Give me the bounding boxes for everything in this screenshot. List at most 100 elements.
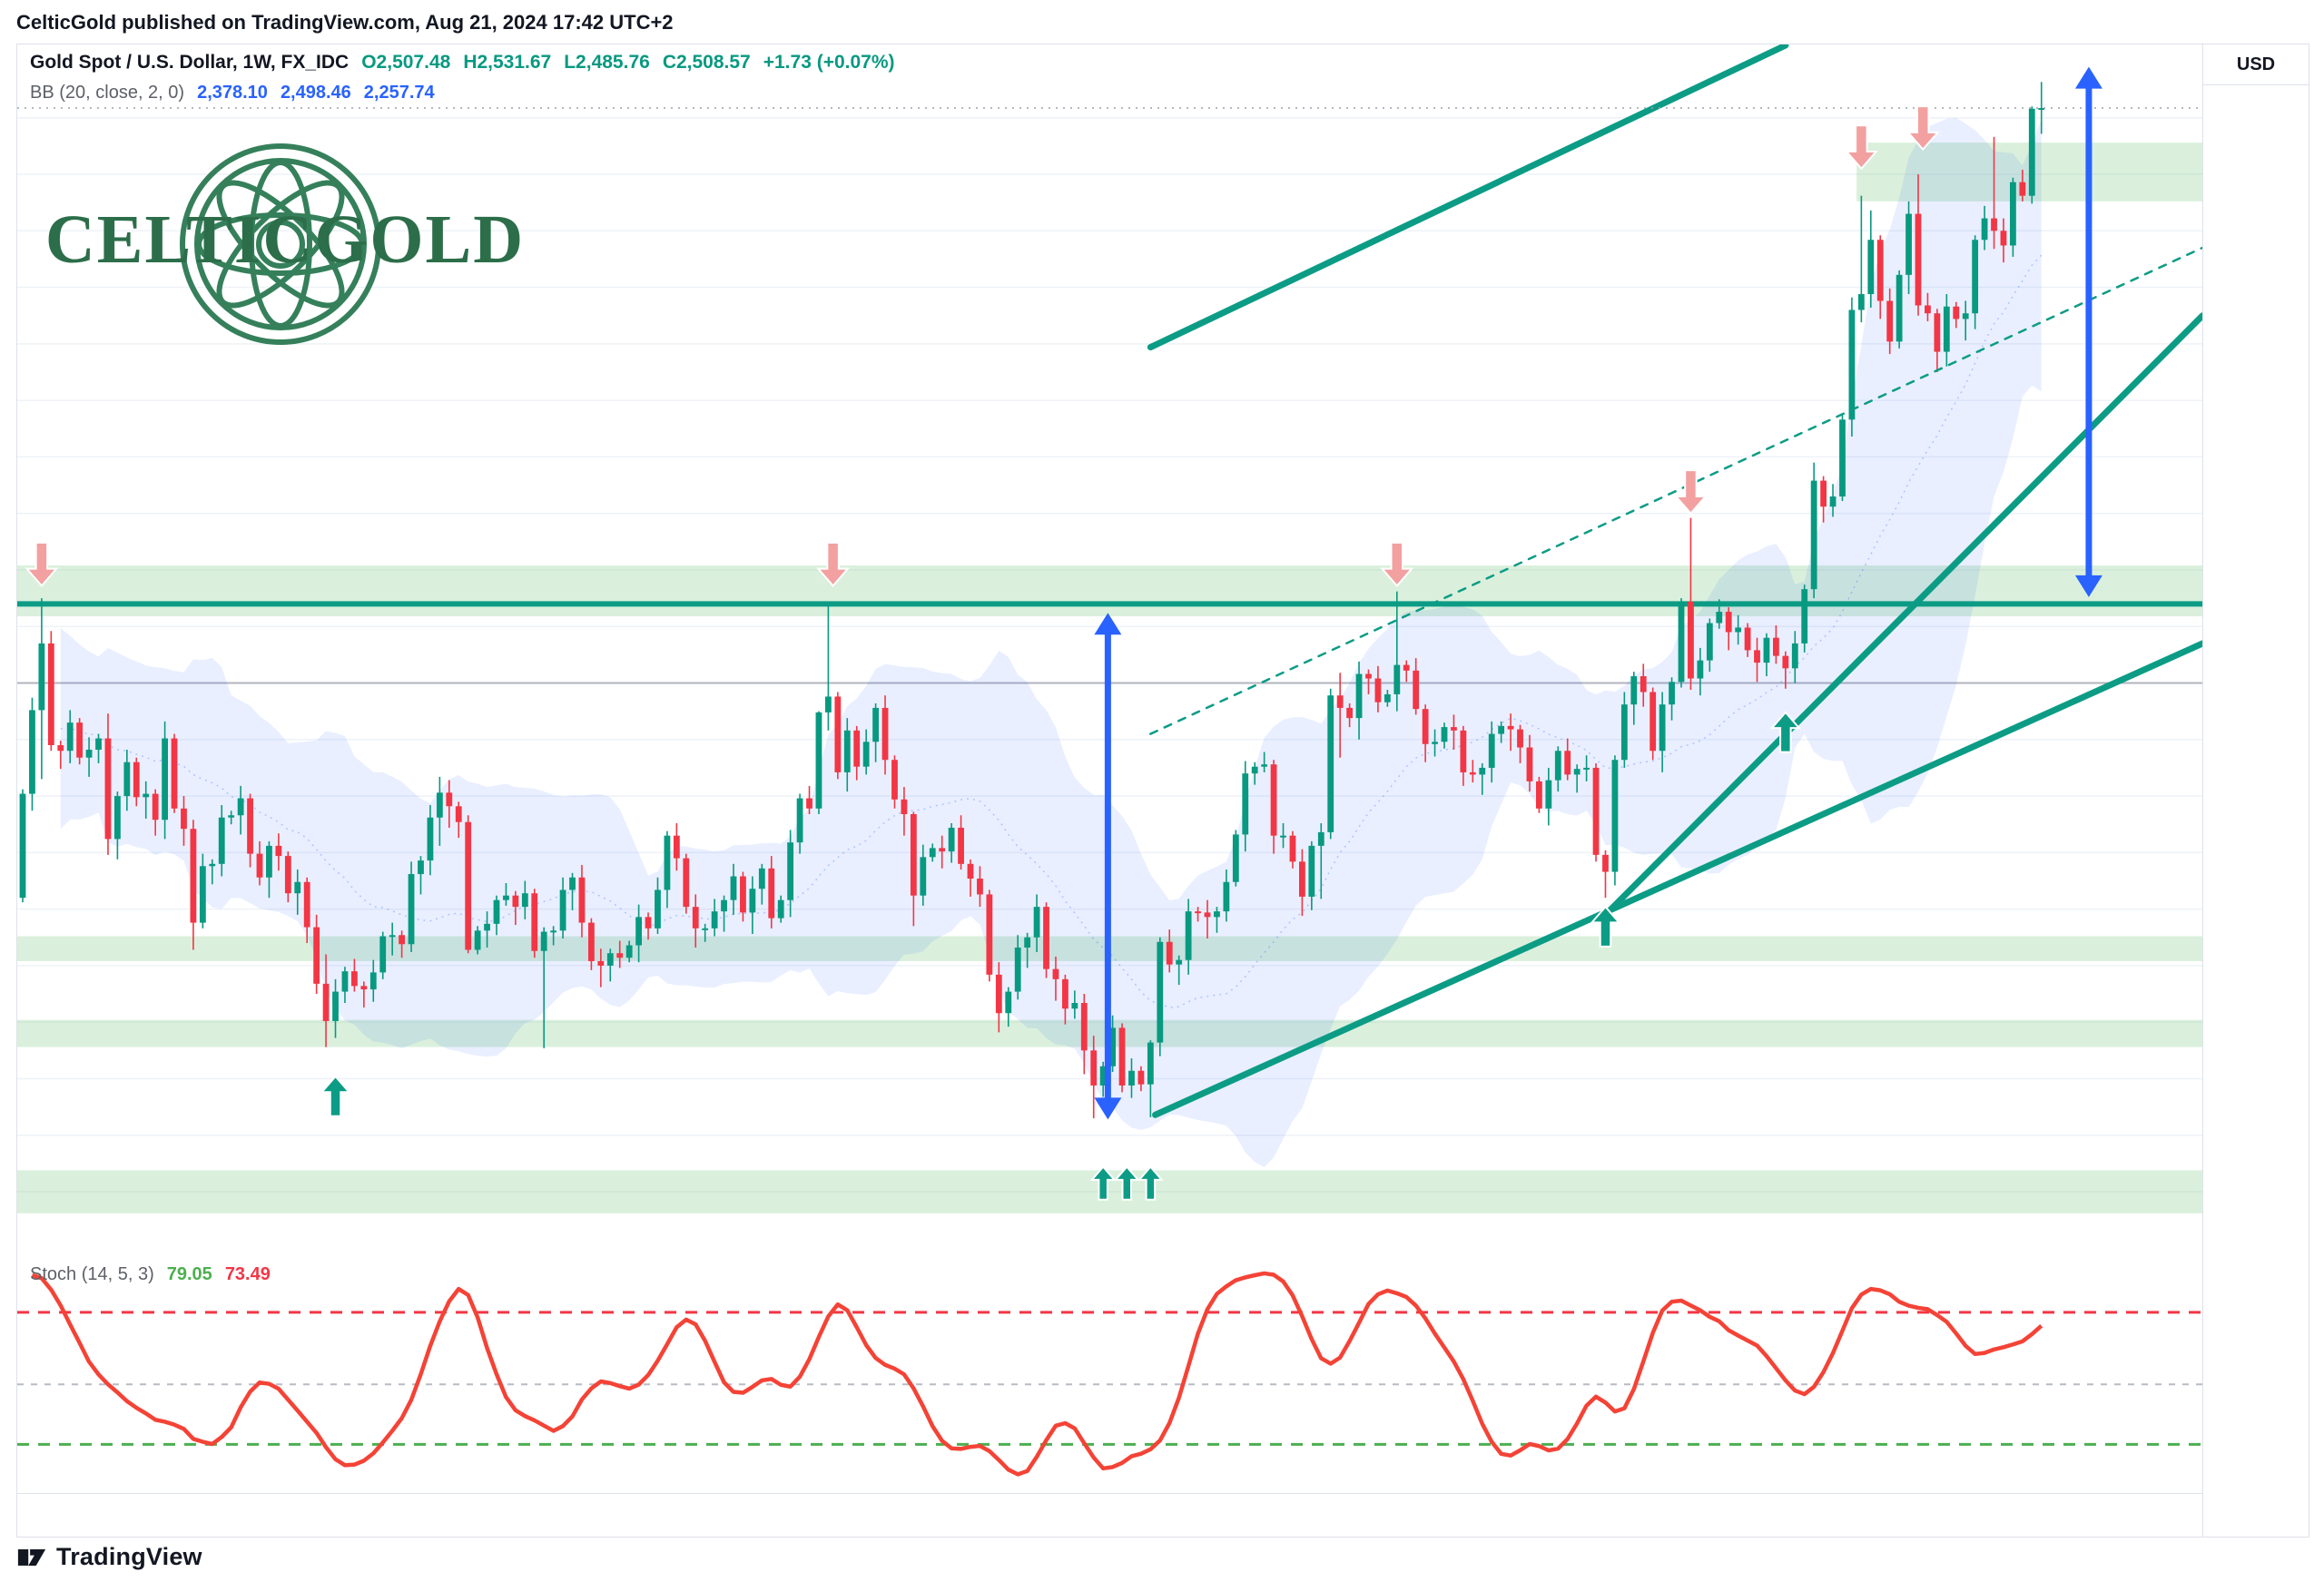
candle-body xyxy=(1128,1070,1135,1086)
candle-body xyxy=(834,696,842,772)
candle-body xyxy=(1640,676,1647,693)
candle-body xyxy=(1810,480,1817,590)
arrowhead-down-icon xyxy=(2074,575,2102,597)
candle-body xyxy=(881,707,889,761)
candle-body xyxy=(275,845,282,857)
trendline[interactable] xyxy=(1147,44,1789,351)
sell-arrow-icon xyxy=(1674,469,1708,516)
candle-body xyxy=(143,793,150,798)
candle-body xyxy=(228,815,235,818)
candle-body xyxy=(1545,780,1552,809)
candle-body xyxy=(768,868,775,919)
candle-body xyxy=(266,845,272,878)
candle-body xyxy=(209,863,216,867)
candle-body xyxy=(1317,831,1324,846)
candle-body xyxy=(104,738,112,840)
time-axis[interactable] xyxy=(17,1493,2202,1537)
candle-body xyxy=(1336,695,1344,708)
candle-body xyxy=(1564,751,1571,775)
candle-body xyxy=(341,971,349,992)
candle-body xyxy=(1991,218,1997,231)
price-axis[interactable]: USD xyxy=(2202,44,2309,1537)
candle-body xyxy=(29,710,35,794)
candle-body xyxy=(597,960,605,966)
candle-body xyxy=(399,935,405,945)
candle-body xyxy=(843,730,851,772)
candle-body xyxy=(351,971,358,987)
candle-body xyxy=(929,848,936,858)
candle-body xyxy=(1280,835,1286,838)
candle-body xyxy=(369,972,377,990)
candle-body xyxy=(379,936,387,973)
bb-indicator-bar: BB (20, close, 2, 0) 2,378.10 2,498.46 2… xyxy=(30,83,435,103)
candle-body xyxy=(1725,612,1732,633)
candle-body xyxy=(76,722,84,758)
candle-body xyxy=(625,945,633,958)
celtic-knot-icon xyxy=(180,143,381,345)
candle-body xyxy=(1620,704,1628,761)
candle-body xyxy=(1554,751,1561,781)
candle-body xyxy=(1469,771,1476,775)
candle-body xyxy=(702,928,709,930)
candle-body xyxy=(38,643,45,711)
candle-body xyxy=(2038,108,2045,111)
stoch-pane[interactable] xyxy=(17,1271,2202,1477)
candle-body xyxy=(939,848,946,852)
candle-body xyxy=(1744,627,1751,651)
candle-body xyxy=(1915,213,1922,306)
trendline[interactable] xyxy=(1601,312,2202,919)
stoch-d-value: 73.49 xyxy=(224,1264,271,1284)
trendline[interactable] xyxy=(1152,640,2203,1118)
candle-body xyxy=(1052,968,1059,979)
candle-body xyxy=(1857,294,1865,310)
bb-upper-value: 2,498.46 xyxy=(280,83,351,103)
candle-body xyxy=(446,792,453,807)
candle-body xyxy=(673,835,680,859)
price-chart[interactable] xyxy=(17,44,2309,1537)
bb-basis-value: 2,378.10 xyxy=(197,83,268,103)
candle-body xyxy=(645,917,652,929)
buy-arrow-icon xyxy=(1089,1165,1117,1201)
candle-body xyxy=(1905,213,1912,275)
candle-body xyxy=(2000,231,2007,246)
candle-body xyxy=(1195,911,1201,914)
candle-body xyxy=(1024,937,1031,948)
candle-body xyxy=(190,829,197,923)
ohlc-high: H2,531.67 xyxy=(463,52,552,73)
buy-arrow-icon xyxy=(320,1075,351,1117)
symbol-title[interactable]: Gold Spot / U.S. Dollar, 1W, FX_IDC xyxy=(30,52,350,73)
bb-label[interactable]: BB (20, close, 2, 0) xyxy=(30,83,185,103)
candle-body xyxy=(1137,1070,1145,1085)
candle-body xyxy=(559,889,566,931)
currency-label[interactable]: USD xyxy=(2203,44,2309,85)
candle-body xyxy=(1517,729,1523,748)
candle-body xyxy=(1706,623,1713,661)
candle-body xyxy=(635,917,642,946)
candle-body xyxy=(806,798,812,809)
candle-body xyxy=(1043,907,1049,969)
candle-body xyxy=(1393,664,1401,694)
candle-body xyxy=(332,991,339,1021)
candle-body xyxy=(958,827,964,864)
candle-body xyxy=(1659,704,1666,752)
trendline[interactable] xyxy=(1149,246,2202,735)
candle-body xyxy=(19,793,26,899)
candle-body xyxy=(721,899,727,912)
candle-body xyxy=(692,907,699,929)
stoch-indicator-bar: Stoch (14, 5, 3) 79.05 73.49 xyxy=(30,1264,271,1285)
main-pane[interactable] xyxy=(17,44,2203,1214)
candle-body xyxy=(408,874,415,945)
ohlc-open: O2,507.48 xyxy=(361,52,451,73)
candle-body xyxy=(1460,730,1467,772)
candle-body xyxy=(47,643,54,746)
candle-body xyxy=(1972,240,1979,314)
candle-body xyxy=(181,808,187,830)
buy-arrow-icon xyxy=(1137,1165,1164,1201)
candle-body xyxy=(540,931,547,951)
candle-body xyxy=(1773,637,1779,656)
candle-body xyxy=(1649,692,1657,752)
candle-body xyxy=(1327,695,1334,832)
stoch-label[interactable]: Stoch (14, 5, 3) xyxy=(30,1264,154,1284)
candle-body xyxy=(303,881,310,928)
tradingview-footer[interactable]: TradingView xyxy=(16,1543,202,1571)
